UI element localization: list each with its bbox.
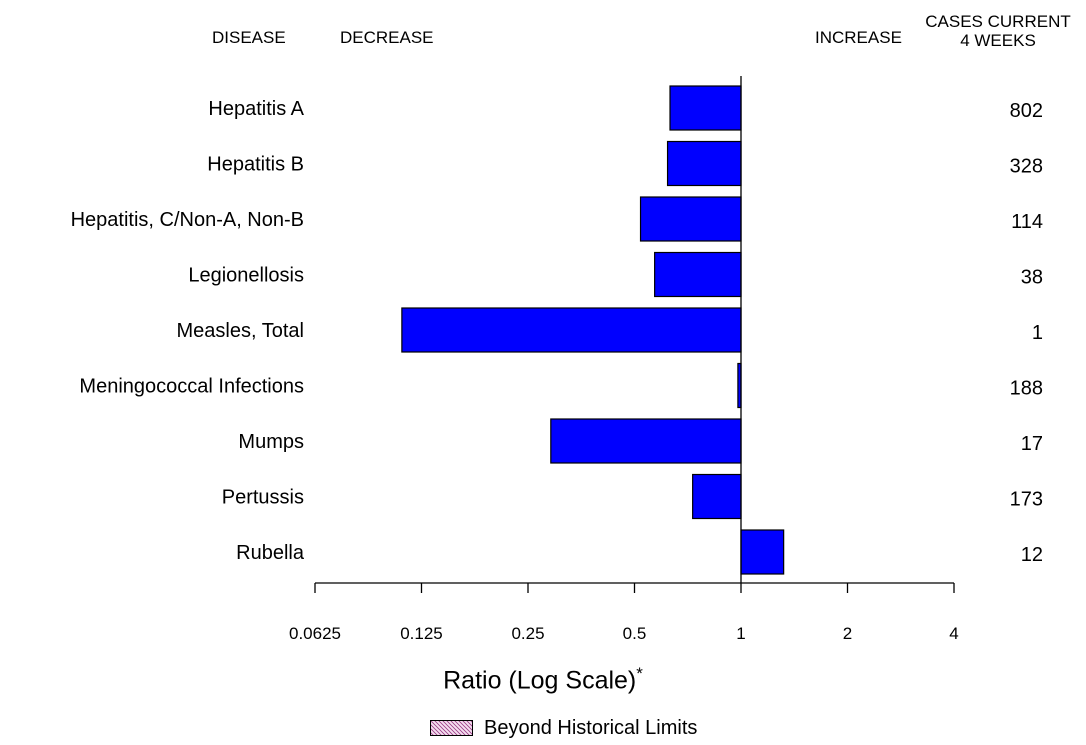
cases-header-line1: CASES CURRENT	[925, 12, 1071, 31]
bar-6	[550, 418, 742, 464]
bar-0	[669, 85, 742, 131]
category-label-8: Rubella	[236, 542, 305, 564]
x-tick-label-6: 4	[949, 624, 958, 643]
decrease-header: DECREASE	[340, 28, 434, 47]
case-count-1: 328	[1010, 156, 1043, 178]
legend: Beyond Historical Limits	[430, 717, 830, 741]
x-tick-label-4: 1	[736, 624, 745, 643]
case-count-7: 173	[1010, 489, 1043, 511]
bar-2	[639, 196, 742, 242]
category-label-2: Hepatitis, C/Non-A, Non-B	[71, 209, 304, 231]
case-count-2: 114	[1011, 211, 1043, 233]
cases-column-header: CASES CURRENT 4 WEEKS	[910, 12, 1086, 50]
x-tick-label-2: 0.25	[511, 624, 544, 643]
increase-header: INCREASE	[815, 28, 902, 47]
x-tick-label-1: 0.125	[400, 624, 443, 643]
bar-1	[666, 140, 742, 187]
x-tick-label-5: 2	[843, 624, 852, 643]
x-axis-title-footnote-marker: *	[636, 664, 643, 683]
legend-swatch-rect	[430, 720, 473, 736]
case-count-6: 17	[1021, 433, 1043, 455]
category-label-3: Legionellosis	[188, 265, 304, 287]
legend-swatch-hatched	[430, 720, 473, 736]
bar-8	[740, 529, 785, 575]
x-tick-label-0: 0.0625	[289, 624, 341, 643]
category-label-5: Meningococcal Infections	[79, 376, 304, 398]
case-count-3: 38	[1021, 267, 1043, 289]
x-axis-title-text: Ratio (Log Scale)	[443, 666, 637, 695]
bar-3	[654, 251, 742, 298]
case-count-8: 12	[1021, 544, 1043, 566]
category-label-6: Mumps	[238, 431, 304, 453]
category-label-7: Pertussis	[222, 487, 304, 509]
legend-label: Beyond Historical Limits	[484, 717, 698, 739]
bar-4	[401, 307, 742, 353]
category-label-4: Measles, Total	[177, 320, 304, 342]
case-count-5: 188	[1010, 378, 1043, 400]
category-label-0: Hepatitis A	[208, 98, 304, 120]
category-label-1: Hepatitis B	[207, 154, 304, 176]
disease-column-header: DISEASE	[212, 28, 286, 47]
x-axis-title: Ratio (Log Scale)*	[0, 664, 1086, 695]
case-count-4: 1	[1032, 322, 1043, 344]
bar-7	[692, 473, 742, 520]
cases-header-line2: 4 WEEKS	[960, 31, 1036, 50]
x-tick-label-3: 0.5	[623, 624, 647, 643]
case-count-0: 802	[1010, 100, 1043, 122]
